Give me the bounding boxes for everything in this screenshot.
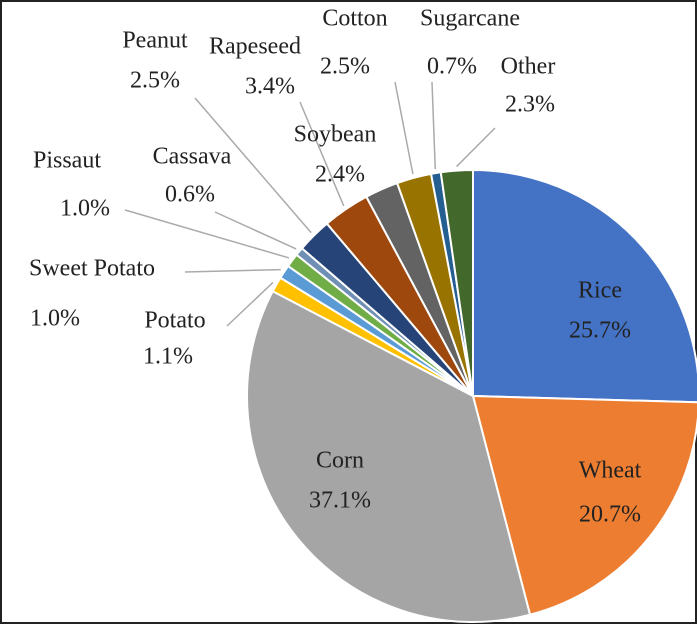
pie-slice (439, 168, 474, 397)
slice-value: 37.1% (309, 488, 371, 514)
leader-line (194, 97, 312, 234)
leader-line (124, 209, 290, 259)
slice-label: Other (501, 54, 556, 80)
slice-label: Sugarcane (420, 6, 520, 32)
pie-slice (472, 168, 697, 404)
slice-value: 2.3% (505, 92, 555, 118)
pie-slice (246, 289, 532, 623)
slice-value: 1.1% (143, 344, 193, 370)
leader-line (299, 101, 345, 207)
slice-value: 0.6% (165, 182, 215, 208)
slice-value: 25.7% (569, 318, 631, 344)
slice-label: Rapeseed (209, 34, 301, 60)
pie-slice (471, 394, 697, 616)
slice-label: Wheat (579, 458, 642, 484)
slice-value: 2.5% (130, 68, 180, 94)
slice-label: Potato (144, 308, 205, 334)
slice-value: 20.7% (579, 502, 641, 528)
leader-line (184, 268, 281, 273)
slice-label: Sweet Potato (29, 256, 155, 282)
leader-line (394, 81, 414, 175)
slice-label: Cassava (153, 144, 232, 170)
leader-line (431, 81, 437, 170)
slice-value: 1.0% (30, 306, 80, 332)
slice-label: Rice (578, 278, 622, 304)
leader-line (226, 281, 274, 327)
slice-label: Pissaut (33, 148, 101, 174)
slice-value: 2.5% (320, 54, 370, 80)
slice-value: 0.7% (427, 54, 477, 80)
slice-value: 3.4% (245, 74, 295, 100)
slice-value: 2.4% (315, 162, 365, 188)
leader-line (214, 211, 297, 250)
slice-label: Cotton (322, 6, 387, 32)
slice-label: Soybean (294, 122, 377, 148)
slice-value: 1.0% (60, 196, 110, 222)
leader-line (456, 127, 496, 168)
slice-label: Peanut (122, 28, 188, 54)
slice-label: Corn (316, 448, 364, 474)
